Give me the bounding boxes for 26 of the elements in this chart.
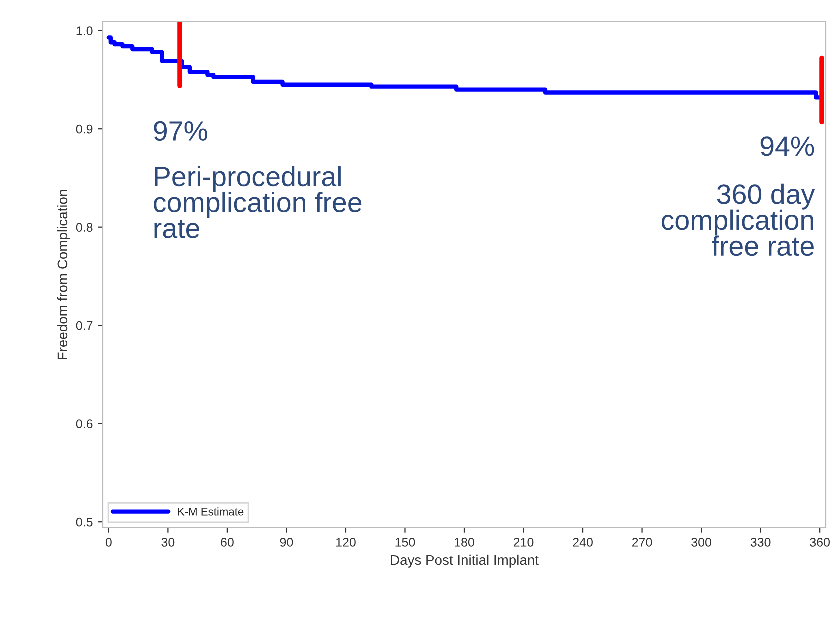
x-tick-label: 180 — [455, 538, 474, 547]
x-tick-label: 330 — [750, 538, 771, 547]
y-tick-label: 1.0 — [76, 26, 93, 36]
x-tick-label: 360 — [810, 538, 830, 547]
x-axis-title: Days Post Initial Implant — [391, 554, 539, 568]
annotation: Peri-procedural complication free rate — [154, 166, 362, 238]
y-tick-label: 0.8 — [76, 223, 93, 232]
x-tick-label: 210 — [514, 538, 534, 547]
x-tick-label: 30 — [162, 538, 175, 547]
x-tick-label: 240 — [573, 538, 593, 547]
y-axis-title: Freedom from Complication — [57, 190, 70, 360]
y-tick-label: 0.6 — [76, 420, 93, 429]
annotation: 360 day complication free rate — [662, 184, 816, 256]
x-tick-label: 90 — [280, 538, 294, 547]
annotation: 94% — [760, 136, 814, 156]
annotation: 97% — [154, 121, 208, 142]
x-tick-label: 120 — [336, 538, 356, 547]
x-tick-label: 60 — [221, 538, 234, 547]
y-tick-label: 0.9 — [76, 124, 93, 134]
x-tick-label: 0 — [106, 538, 112, 547]
x-tick-label: 270 — [632, 538, 652, 547]
x-tick-label: 150 — [396, 538, 416, 547]
text: K-M Estimate — [178, 508, 244, 516]
x-tick-label: 300 — [692, 538, 712, 547]
y-tick-label: 0.5 — [76, 518, 93, 527]
y-tick-label: 0.7 — [76, 321, 93, 330]
